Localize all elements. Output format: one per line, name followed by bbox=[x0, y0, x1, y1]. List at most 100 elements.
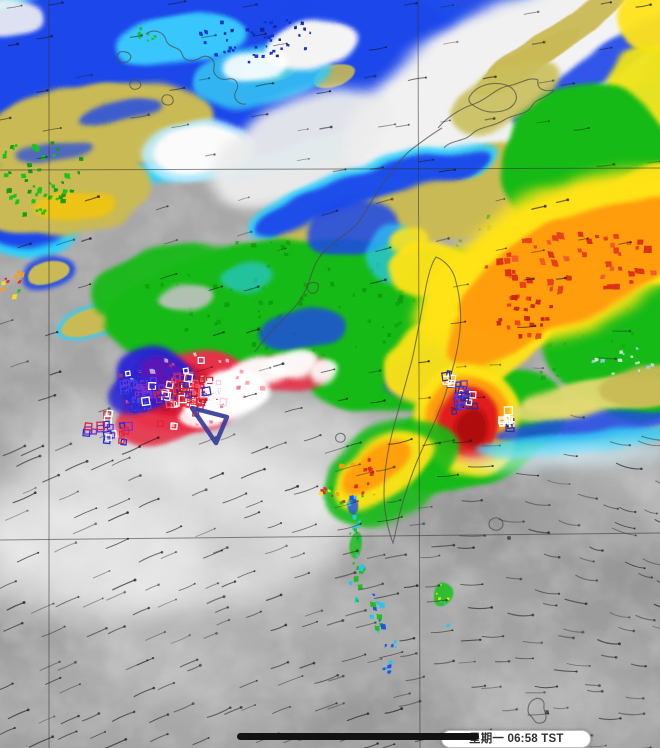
precip-speckle bbox=[368, 482, 371, 486]
precip-speckle bbox=[615, 233, 622, 239]
wind-streamline-head bbox=[359, 441, 362, 444]
wind-streamline-head bbox=[247, 196, 250, 199]
wind-streamline-head bbox=[438, 554, 441, 557]
wind-streamline bbox=[516, 325, 536, 328]
wind-streamline bbox=[341, 654, 366, 663]
precip-speckle bbox=[367, 455, 371, 459]
wind-streamline bbox=[570, 414, 584, 419]
precip-speckle bbox=[513, 323, 519, 329]
wind-streamline-head bbox=[505, 247, 507, 250]
wind-streamline bbox=[387, 499, 401, 503]
precip-speckle bbox=[381, 642, 384, 645]
precip-speckle bbox=[196, 370, 200, 374]
precip-speckle bbox=[366, 616, 371, 621]
wind-streamline bbox=[596, 163, 615, 167]
wind-streamline-head bbox=[410, 437, 413, 441]
wind-streamline-head bbox=[335, 209, 339, 212]
precip-speckle bbox=[506, 253, 512, 259]
wind-streamline bbox=[196, 366, 212, 373]
precip-speckle-group bbox=[0, 272, 20, 301]
precip-speckle bbox=[546, 345, 552, 351]
wind-streamline-head bbox=[175, 272, 178, 275]
wind-streamline-head bbox=[204, 488, 208, 492]
wind-streamline bbox=[222, 493, 247, 504]
coastline bbox=[437, 78, 556, 149]
lightning-markers-layer bbox=[82, 356, 515, 446]
lightning-marker bbox=[185, 391, 193, 399]
precip-speckle bbox=[303, 46, 307, 50]
wind-streamline-head bbox=[254, 392, 257, 395]
wind-streamline-head bbox=[358, 463, 361, 466]
wind-streamline bbox=[22, 487, 36, 495]
wind-streamline-head bbox=[195, 658, 199, 661]
wind-streamline-head bbox=[51, 735, 55, 739]
wind-streamline-head bbox=[427, 360, 430, 363]
wind-streamline bbox=[407, 77, 426, 82]
precip-speckle bbox=[335, 489, 339, 493]
wind-streamline bbox=[531, 249, 544, 253]
wind-streamline bbox=[426, 599, 447, 603]
wind-streamline bbox=[10, 360, 28, 368]
wind-streamline-head bbox=[163, 630, 167, 634]
precip-speckle bbox=[350, 527, 355, 531]
precip-speckle bbox=[446, 599, 450, 603]
wind-streamline bbox=[293, 485, 318, 495]
wind-streamline-head bbox=[281, 362, 285, 366]
wind-streamline bbox=[224, 706, 242, 715]
wind-streamline-head bbox=[595, 497, 599, 500]
wind-streamline bbox=[205, 582, 219, 589]
wind-streamline-head bbox=[542, 367, 545, 370]
wind-streamline bbox=[28, 736, 53, 748]
wind-streamline-head bbox=[590, 733, 594, 737]
precip-speckle bbox=[28, 161, 34, 167]
wind-streamline-head bbox=[160, 550, 164, 554]
wind-streamline-head bbox=[214, 33, 217, 37]
wind-streamline-head bbox=[213, 153, 216, 156]
coastline bbox=[468, 82, 517, 113]
precip-speckle bbox=[281, 19, 285, 22]
wind-streamline-head bbox=[126, 511, 129, 514]
wind-streamline-head bbox=[491, 464, 494, 468]
wind-streamline-head bbox=[383, 399, 386, 402]
wind-streamline bbox=[201, 34, 216, 39]
wind-streamline bbox=[284, 407, 302, 413]
wind-streamline-head bbox=[632, 629, 636, 633]
wind-streamline bbox=[507, 612, 534, 617]
lightning-marker bbox=[120, 426, 130, 436]
wind-streamline-head bbox=[575, 670, 578, 673]
wind-streamline bbox=[303, 434, 321, 442]
wind-streamline-head bbox=[483, 534, 487, 537]
precip-speckle bbox=[503, 270, 510, 277]
wind-streamline-head bbox=[175, 238, 178, 242]
wind-streamline-head bbox=[418, 699, 422, 703]
wind-streamline bbox=[0, 727, 15, 735]
wind-streamline bbox=[171, 124, 189, 128]
wind-streamline-head bbox=[642, 697, 645, 700]
precip-speckle bbox=[215, 359, 218, 362]
coastline bbox=[527, 697, 547, 724]
wind-streamline-head bbox=[548, 503, 551, 507]
lightning-marker bbox=[135, 395, 145, 406]
precip-speckle bbox=[13, 149, 16, 152]
wind-streamline-head bbox=[207, 736, 210, 739]
lightning-marker bbox=[447, 379, 456, 388]
wind-streamline bbox=[133, 687, 154, 698]
precip-speckle bbox=[399, 288, 404, 293]
wind-streamline-head bbox=[604, 744, 607, 747]
wind-streamline-head bbox=[492, 117, 496, 120]
wind-streamline-head bbox=[336, 674, 339, 677]
storm-warning-triangle bbox=[189, 405, 230, 446]
wind-streamline bbox=[54, 443, 72, 452]
precip-speckle bbox=[267, 267, 271, 271]
wind-streamline bbox=[7, 709, 29, 720]
wind-streamline-head bbox=[21, 621, 24, 625]
wind-streamline-head bbox=[415, 2, 418, 5]
wind-streamline-head bbox=[547, 712, 550, 715]
wind-streamline-head bbox=[577, 523, 581, 527]
wind-streamline-head bbox=[222, 595, 226, 599]
wind-streamline-head bbox=[58, 660, 61, 664]
timeline-scrubber-bar[interactable] bbox=[237, 733, 479, 740]
wind-streamline bbox=[378, 651, 403, 659]
wind-streamline-head bbox=[582, 416, 586, 419]
